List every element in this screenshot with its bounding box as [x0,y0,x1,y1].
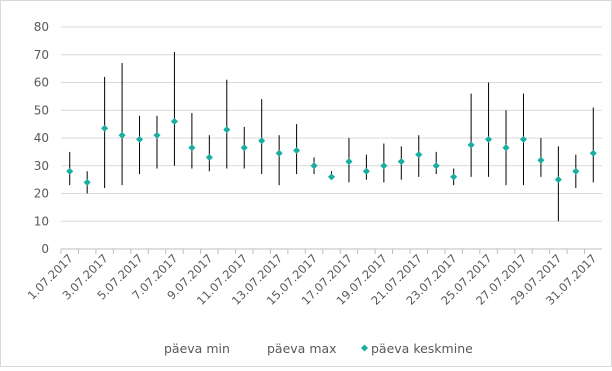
y-tick-label: 10 [34,214,49,228]
average-marker [205,153,213,161]
average-marker [83,178,91,186]
average-marker [345,158,353,166]
y-tick-label: 70 [34,48,49,62]
y-tick-label: 60 [34,76,49,90]
y-axis-tick-labels: 0 10 20 30 40 50 60 70 80 [34,20,49,256]
legend-label-max: päeva max [267,341,337,356]
average-marker [380,162,388,170]
y-tick-label: 40 [34,131,49,145]
average-marker [118,131,126,139]
average-marker [135,135,144,143]
average-marker [397,158,405,166]
average-marker [153,131,161,139]
legend-marker-average [360,344,369,352]
average-marker [572,167,580,175]
y-tick-label: 30 [34,159,49,173]
average-marker [66,167,74,175]
average-marker [502,144,510,152]
average-marker [101,124,109,132]
average-marker [362,167,370,175]
average-marker [415,151,423,159]
average-marker [467,141,475,149]
average-marker [485,135,493,143]
average-marker [275,149,283,157]
average-marker [258,137,266,145]
x-axis-tick-labels: 1.07.20173.07.20175.07.20177.07.20179.07… [25,251,600,307]
y-tick-label: 80 [34,20,49,34]
y-tick-label: 20 [34,187,49,201]
legend-label-min: päeva min [164,341,230,356]
average-marker [310,162,318,170]
average-marker [188,144,196,152]
gridlines [61,26,602,222]
legend: päeva min päeva max päeva keskmine [164,341,473,356]
average-marker [589,149,597,157]
y-tick-label: 50 [34,103,49,117]
average-marker [432,162,440,170]
average-marker [554,176,562,184]
average-marker [293,146,301,155]
average-marker [327,173,336,181]
daily-range-lines [69,51,594,222]
average-marker [170,117,178,125]
y-tick-label: 0 [41,242,49,256]
average-marker [223,126,231,134]
average-marker [519,135,528,143]
daily-average-markers [66,117,597,186]
legend-label-average: päeva keskmine [371,341,473,356]
average-marker [240,144,248,152]
average-marker [537,156,545,164]
average-marker [450,173,458,181]
x-axis [60,248,602,254]
